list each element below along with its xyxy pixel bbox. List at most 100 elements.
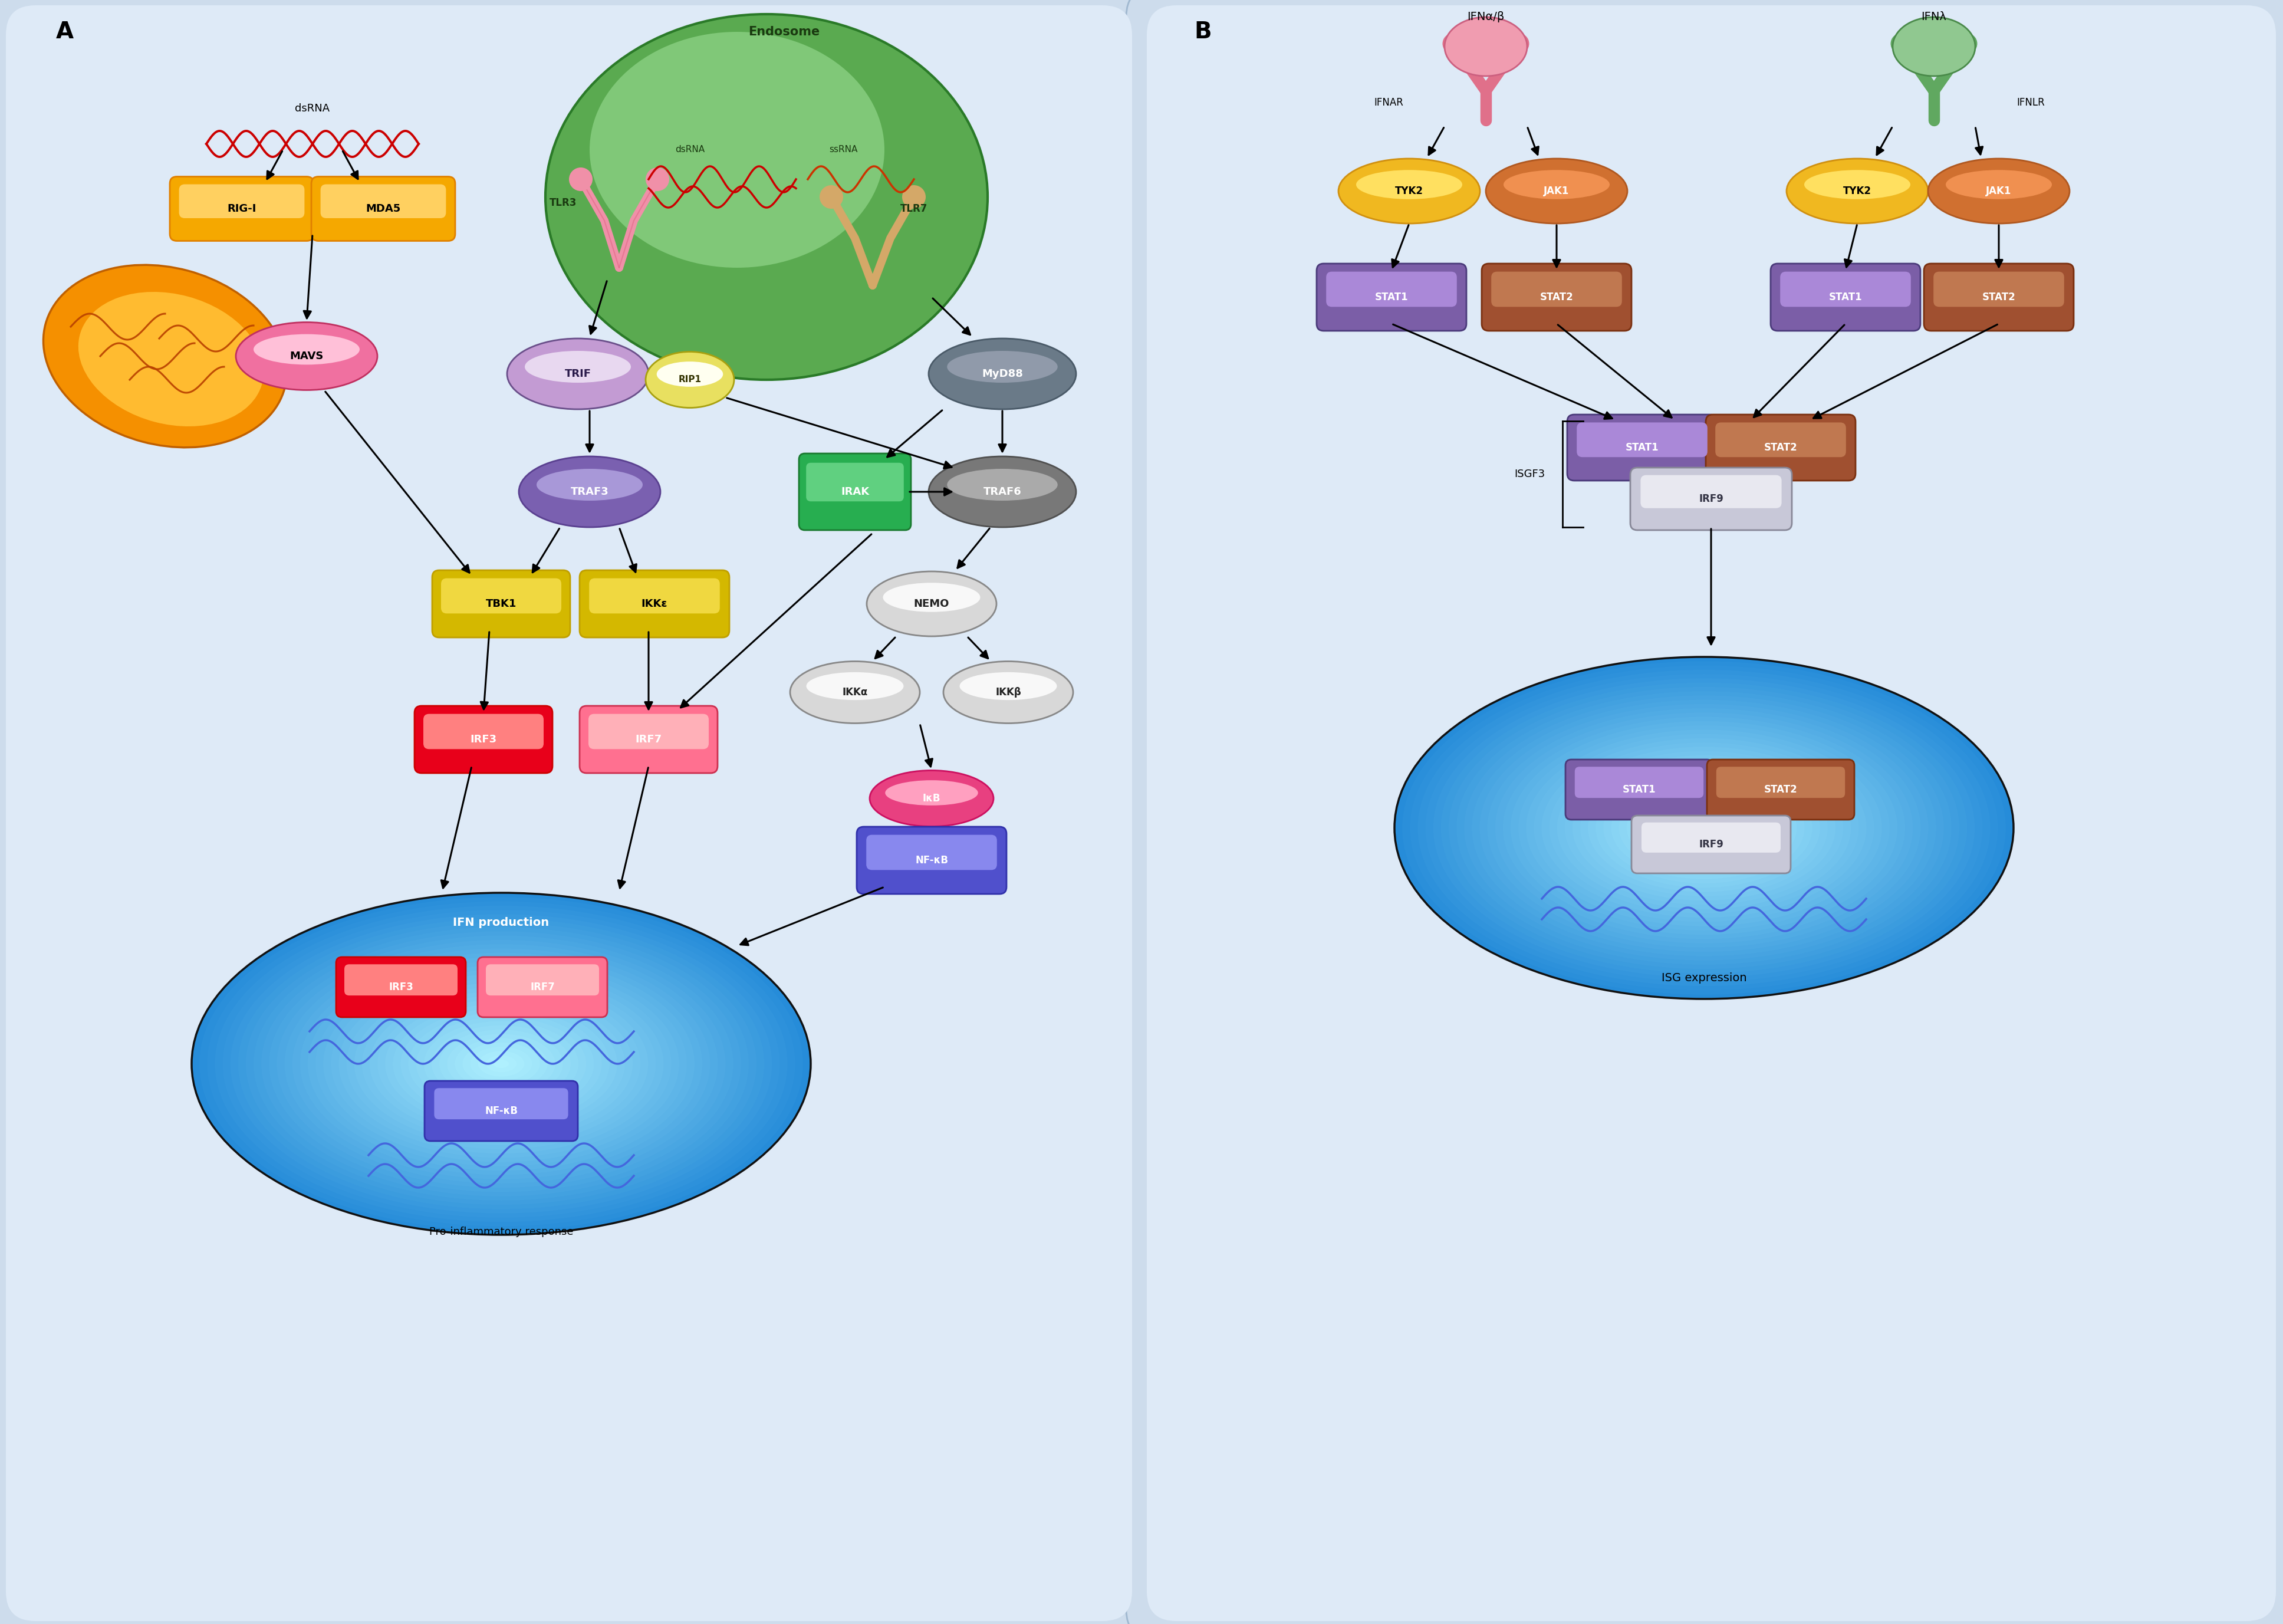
Ellipse shape (370, 991, 632, 1137)
Ellipse shape (1441, 682, 1968, 973)
FancyBboxPatch shape (806, 463, 904, 502)
FancyBboxPatch shape (1781, 271, 1911, 307)
Ellipse shape (199, 896, 804, 1231)
Ellipse shape (221, 909, 781, 1218)
Ellipse shape (646, 352, 735, 408)
Ellipse shape (493, 1059, 509, 1069)
FancyBboxPatch shape (1491, 271, 1621, 307)
Text: STAT2: STAT2 (1765, 442, 1797, 453)
Ellipse shape (208, 901, 794, 1226)
Ellipse shape (1619, 781, 1790, 875)
Ellipse shape (1356, 171, 1461, 200)
Text: STAT1: STAT1 (1625, 442, 1660, 453)
Ellipse shape (1804, 171, 1911, 200)
Ellipse shape (78, 292, 263, 427)
Ellipse shape (658, 362, 724, 387)
Ellipse shape (416, 1017, 587, 1111)
Ellipse shape (447, 1034, 555, 1093)
Ellipse shape (1664, 807, 1742, 849)
Ellipse shape (1457, 692, 1952, 965)
Ellipse shape (568, 167, 594, 192)
FancyBboxPatch shape (865, 835, 998, 870)
Ellipse shape (1445, 18, 1527, 76)
Ellipse shape (1788, 159, 1929, 224)
Ellipse shape (525, 351, 630, 383)
Text: dsRNA: dsRNA (676, 146, 705, 154)
Ellipse shape (1945, 171, 2052, 200)
Text: ISGF3: ISGF3 (1514, 469, 1546, 479)
Ellipse shape (537, 469, 644, 500)
Ellipse shape (338, 974, 664, 1153)
FancyBboxPatch shape (1575, 767, 1703, 797)
FancyBboxPatch shape (1934, 271, 2064, 307)
Ellipse shape (1509, 34, 1530, 54)
Ellipse shape (1657, 802, 1751, 854)
Ellipse shape (1502, 716, 1906, 939)
Ellipse shape (1518, 726, 1890, 931)
Ellipse shape (1443, 34, 1463, 54)
Ellipse shape (431, 1025, 571, 1103)
Ellipse shape (354, 983, 648, 1145)
Ellipse shape (646, 167, 669, 192)
Ellipse shape (1511, 721, 1897, 935)
Ellipse shape (1338, 159, 1479, 224)
Text: dsRNA: dsRNA (295, 104, 331, 114)
Ellipse shape (1689, 820, 1719, 836)
Ellipse shape (589, 32, 884, 268)
Ellipse shape (820, 185, 842, 209)
Ellipse shape (1641, 794, 1767, 862)
Text: JAK1: JAK1 (1986, 185, 2011, 197)
Text: IRF3: IRF3 (470, 734, 498, 745)
Ellipse shape (331, 970, 671, 1158)
Ellipse shape (1580, 760, 1829, 896)
FancyBboxPatch shape (345, 965, 457, 996)
Ellipse shape (477, 1051, 525, 1077)
Ellipse shape (1673, 810, 1735, 844)
FancyBboxPatch shape (1715, 422, 1847, 456)
Ellipse shape (1541, 739, 1867, 918)
Text: TRAF3: TRAF3 (571, 487, 610, 497)
FancyBboxPatch shape (422, 715, 543, 749)
FancyBboxPatch shape (1717, 767, 1845, 797)
Ellipse shape (235, 322, 377, 390)
Ellipse shape (486, 1056, 516, 1072)
Ellipse shape (425, 1021, 578, 1106)
FancyBboxPatch shape (441, 578, 562, 614)
Ellipse shape (247, 922, 756, 1205)
Ellipse shape (454, 1038, 548, 1090)
Ellipse shape (253, 927, 749, 1200)
Ellipse shape (377, 996, 626, 1132)
Ellipse shape (299, 953, 703, 1174)
Ellipse shape (886, 780, 977, 806)
Ellipse shape (470, 1047, 532, 1082)
Text: TRAF6: TRAF6 (984, 487, 1021, 497)
Ellipse shape (518, 456, 660, 528)
Text: ssRNA: ssRNA (829, 146, 858, 154)
FancyBboxPatch shape (486, 965, 598, 996)
FancyBboxPatch shape (431, 570, 571, 638)
Ellipse shape (1504, 171, 1610, 200)
Ellipse shape (806, 672, 904, 700)
Ellipse shape (1603, 773, 1804, 883)
Text: NF-κB: NF-κB (484, 1106, 518, 1116)
Ellipse shape (1411, 666, 1998, 991)
Ellipse shape (363, 987, 642, 1140)
Text: IFN production: IFN production (452, 916, 550, 927)
Text: NF-κB: NF-κB (915, 856, 947, 866)
FancyBboxPatch shape (310, 177, 454, 240)
FancyBboxPatch shape (425, 1082, 578, 1142)
Ellipse shape (386, 1000, 616, 1129)
Ellipse shape (1557, 747, 1852, 909)
Ellipse shape (1395, 658, 2014, 999)
FancyBboxPatch shape (1126, 0, 2283, 1624)
FancyBboxPatch shape (1566, 760, 1712, 820)
Text: TYK2: TYK2 (1842, 185, 1872, 197)
Ellipse shape (393, 1004, 610, 1124)
FancyBboxPatch shape (434, 1088, 568, 1119)
Text: TLR3: TLR3 (550, 198, 578, 208)
Ellipse shape (1495, 713, 1913, 944)
Ellipse shape (253, 335, 361, 365)
Text: TLR7: TLR7 (900, 203, 927, 214)
Ellipse shape (1573, 755, 1836, 901)
Ellipse shape (1434, 679, 1975, 978)
